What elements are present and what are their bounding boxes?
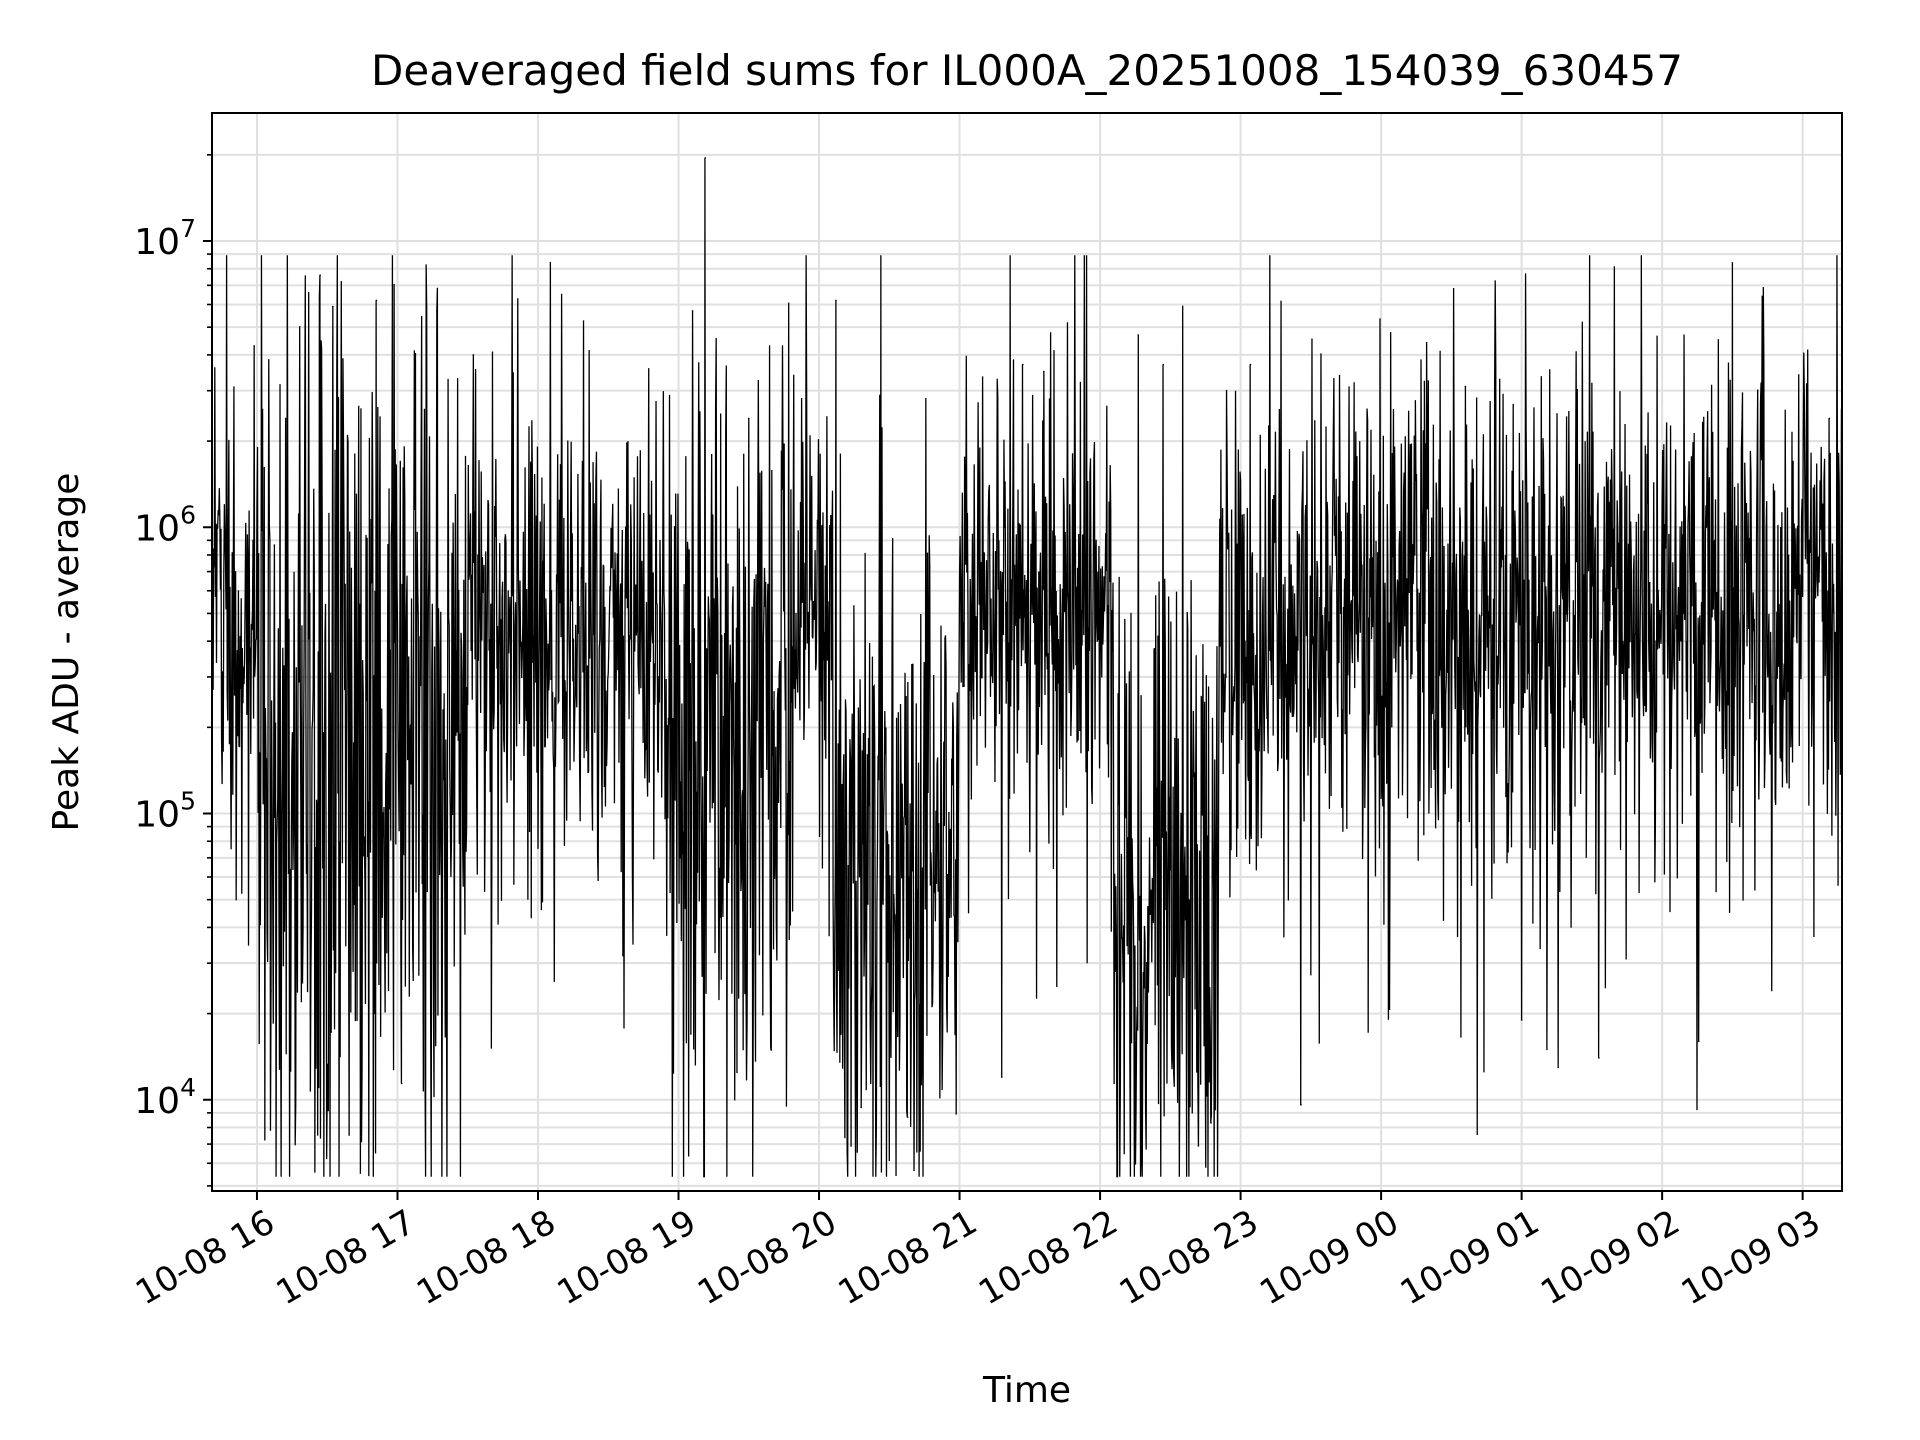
dip-point (270, 990, 272, 992)
dip-point (906, 1116, 909, 1118)
y-tick-label-exponent: 4 (180, 1073, 196, 1102)
y-tick-label: 107 (134, 214, 196, 263)
peak-point (253, 345, 255, 347)
peak-point (1043, 370, 1045, 373)
peak-point (1249, 363, 1252, 366)
dip-point (1197, 1145, 1200, 1147)
dip-point (1210, 1122, 1212, 1124)
peak-point (1021, 363, 1024, 366)
dip-point (1598, 1057, 1600, 1059)
y-tick-label: 106 (134, 500, 196, 549)
y-tick-label: 104 (134, 1073, 196, 1122)
peak-point (375, 299, 378, 302)
plot-area-frame (211, 112, 1843, 1192)
dip-point (1300, 1104, 1302, 1106)
y-tick-label-base: 10 (134, 222, 180, 263)
dip-point (326, 1089, 329, 1091)
y-tick-label-base: 10 (134, 508, 180, 549)
series-line (211, 157, 1843, 1178)
dip-point (1000, 1076, 1003, 1078)
peak-point (835, 299, 837, 302)
peak-point (472, 354, 475, 356)
peak-point (436, 310, 438, 312)
y-tick-label-exponent: 6 (180, 500, 196, 529)
y-tick-label-base: 10 (134, 1081, 180, 1122)
peak-point (332, 305, 334, 308)
peak-point (691, 310, 694, 312)
dip-point (1697, 1040, 1700, 1043)
y-tick-label: 105 (134, 787, 196, 836)
peak-point (340, 281, 343, 283)
y-axis-label: Peak ADU - average (46, 473, 87, 832)
peak-point (747, 417, 750, 420)
y-tick-label-exponent: 5 (180, 787, 196, 816)
x-axis-label: Time (982, 1370, 1071, 1411)
series-layer (211, 157, 1843, 1178)
peak-point (1464, 385, 1467, 388)
dip-point (1520, 1019, 1523, 1021)
peak-point (1828, 417, 1831, 420)
dip-point (400, 1082, 403, 1085)
peak-point (704, 157, 707, 159)
y-tick-label-exponent: 7 (180, 214, 196, 243)
peak-point (319, 274, 321, 276)
y-tick-label-base: 10 (134, 795, 180, 836)
peak-point (1162, 363, 1165, 366)
dip-point (860, 1106, 862, 1109)
chart-title: Deaveraged field sums for IL000A_2025100… (371, 46, 1683, 95)
